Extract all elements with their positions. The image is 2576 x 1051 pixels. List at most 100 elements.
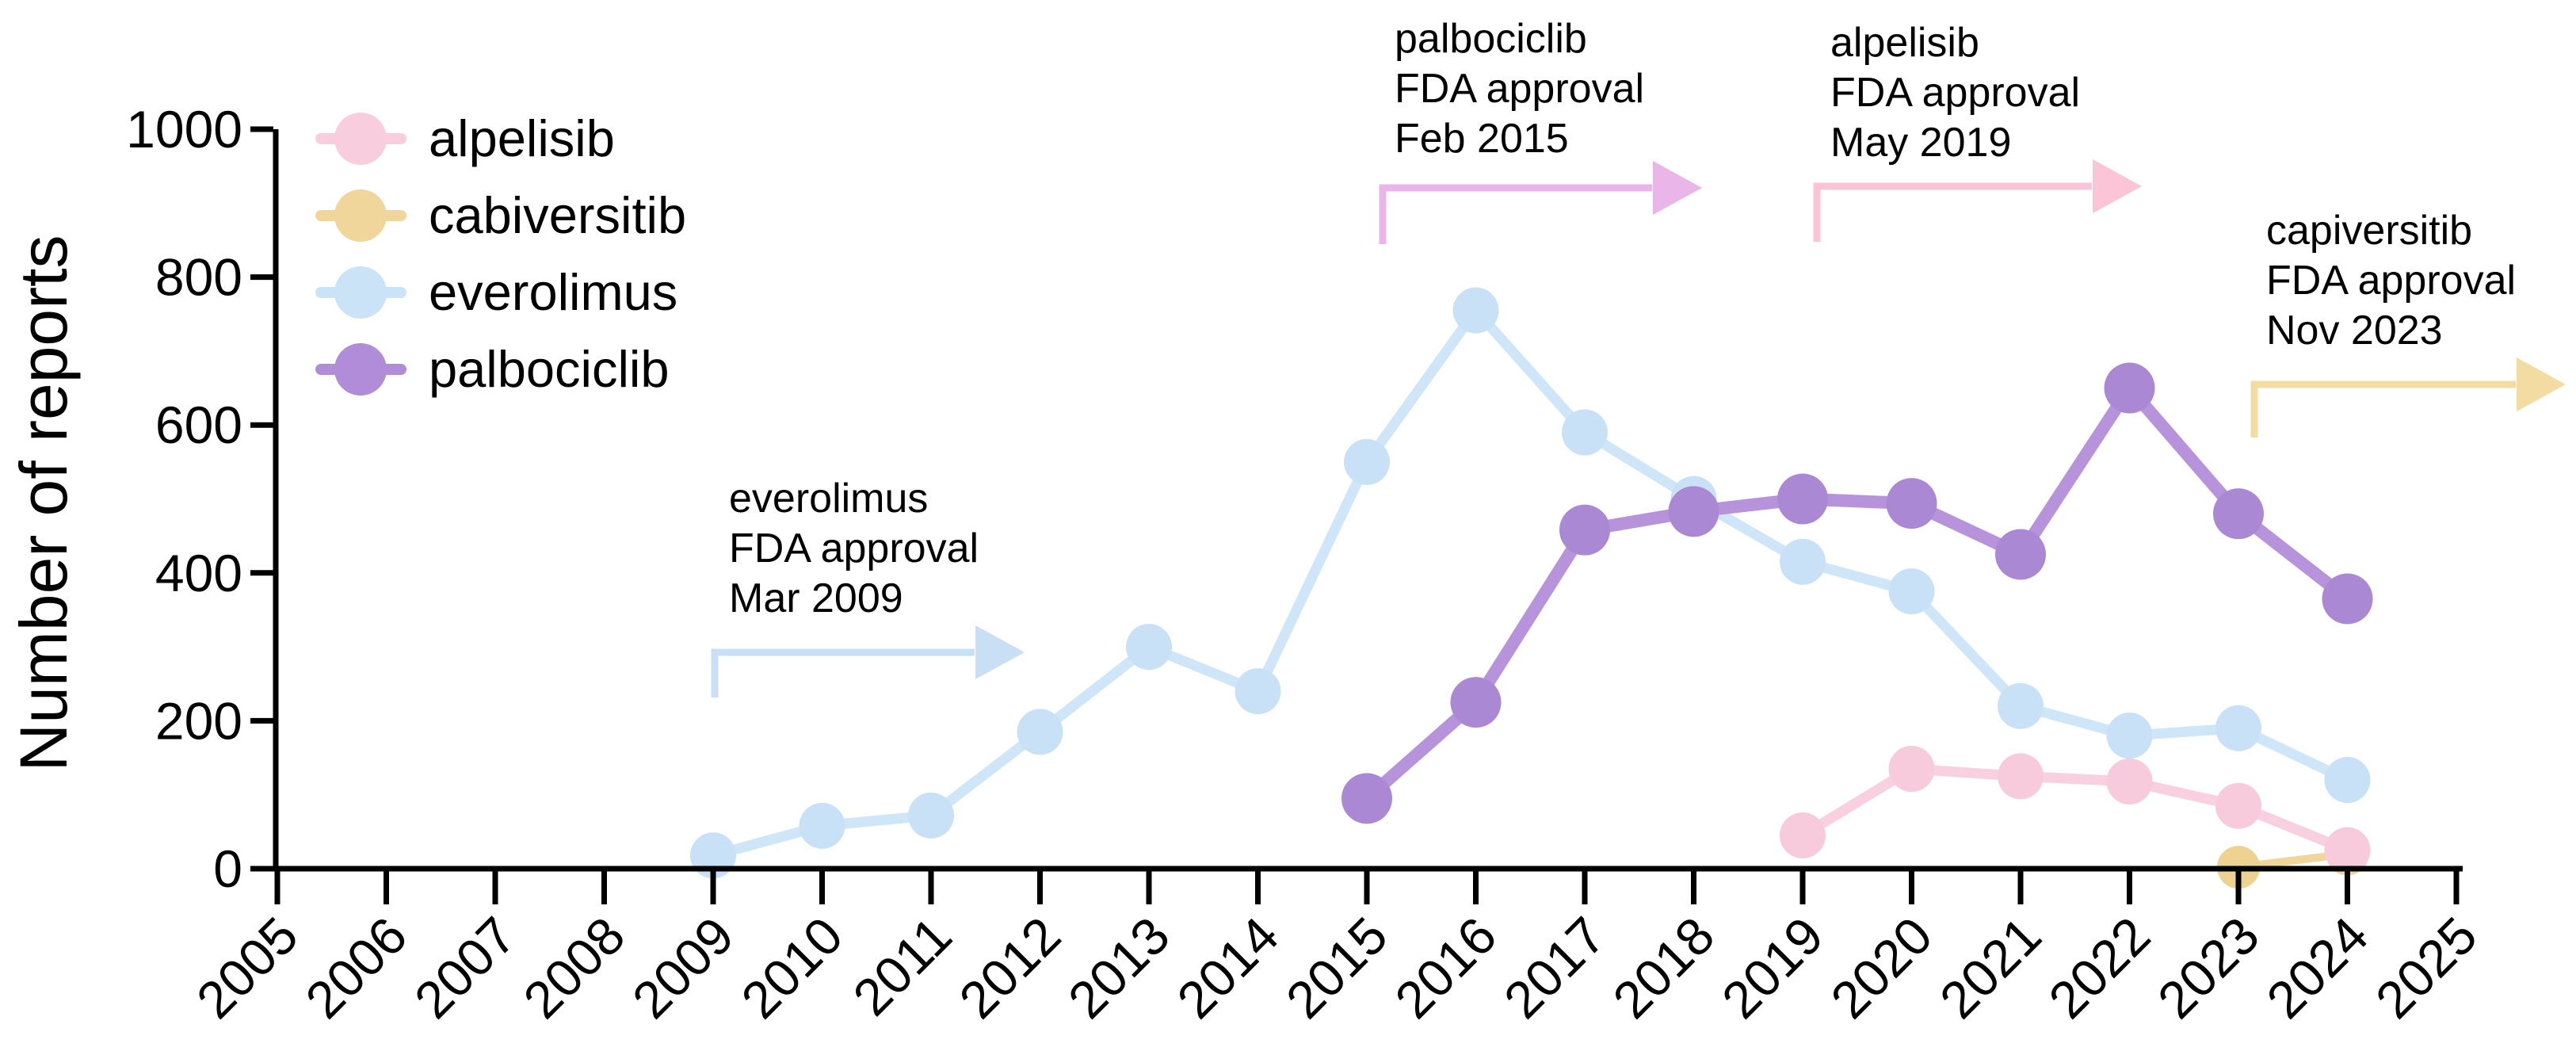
annotation-line: FDA approval — [729, 526, 979, 571]
annotation-line: everolimus — [729, 476, 929, 522]
data-point-everolimus-2022 — [2106, 713, 2153, 759]
series-layer — [690, 287, 2373, 889]
x-tick-label-2009: 2009 — [621, 906, 745, 1030]
everolimus-legend-marker-icon — [315, 266, 406, 319]
data-point-everolimus-2011 — [908, 792, 954, 839]
cabiversitib-legend-marker-icon — [315, 189, 406, 242]
data-point-alpelisib-2022 — [2106, 758, 2153, 804]
legend: alpelisib cabiversitib everolimus palboc… — [315, 100, 686, 407]
data-point-everolimus-2012 — [1017, 709, 1063, 755]
x-tick-label-2023: 2023 — [2147, 906, 2270, 1030]
series-line-palbociclib — [1361, 381, 2354, 805]
x-tick-label-2013: 2013 — [1057, 906, 1181, 1030]
data-point-alpelisib-2021 — [1998, 753, 2044, 800]
data-point-everolimus-2020 — [1888, 568, 1935, 615]
annotation-line: May 2019 — [1830, 120, 2012, 166]
annotation-line: alpelisib — [1830, 20, 1979, 66]
y-tick-label-200: 200 — [155, 691, 242, 750]
legend-label-cabiversitib: cabiversitib — [429, 186, 687, 244]
x-tick-label-2016: 2016 — [1383, 906, 1507, 1030]
data-point-palbociclib-2023 — [2213, 488, 2264, 540]
data-point-alpelisib-2024 — [2324, 827, 2371, 873]
data-point-everolimus-2023 — [2215, 705, 2261, 751]
data-point-everolimus-2017 — [1562, 409, 1608, 456]
data-point-palbociclib-2020 — [1886, 478, 1937, 529]
annotation-line: Mar 2009 — [729, 575, 903, 621]
y-tick-label-600: 600 — [155, 396, 242, 454]
data-point-palbociclib-2021 — [1995, 529, 2046, 580]
x-tick-label-2007: 2007 — [403, 906, 527, 1030]
palbociclib-legend-marker-icon — [315, 342, 406, 396]
x-tick-label-2014: 2014 — [1166, 906, 1289, 1030]
everolimus-approval-arrowhead-icon — [975, 625, 1025, 679]
data-point-everolimus-2019 — [1780, 538, 1826, 585]
data-point-everolimus-2024 — [2324, 757, 2371, 804]
legend-item-cabiversitib: cabiversitib — [315, 177, 686, 254]
y-axis-title: Number of reports — [6, 235, 81, 772]
data-point-alpelisib-2023 — [2215, 782, 2261, 829]
x-tick-label-2021: 2021 — [1929, 906, 2052, 1030]
data-point-palbociclib-2017 — [1559, 504, 1610, 556]
data-point-palbociclib-2018 — [1668, 486, 1719, 537]
data-point-alpelisib-2020 — [1888, 746, 1935, 793]
annotation-line: palbociclib — [1395, 16, 1587, 62]
capiversitib-approval-arrowhead-icon — [2517, 357, 2566, 411]
alpelisib-legend-marker-icon — [315, 112, 406, 165]
annotation-line: capiversitib — [2266, 208, 2473, 254]
x-tick-label-2005: 2005 — [185, 906, 309, 1030]
x-tick-label-2015: 2015 — [1275, 906, 1399, 1030]
x-tick-label-2022: 2022 — [2037, 906, 2161, 1030]
x-tick-label-2019: 2019 — [1711, 906, 1834, 1030]
y-tick-label-800: 800 — [155, 248, 242, 307]
annotation-capiversitib-approval: capiversitib FDA approval Nov 2023 — [2266, 206, 2516, 356]
palbociclib-approval-arrowhead-icon — [1653, 161, 1702, 215]
legend-label-palbociclib: palbociclib — [429, 340, 670, 398]
data-point-palbociclib-2019 — [1777, 473, 1828, 525]
annotation-line: Nov 2023 — [2266, 308, 2443, 354]
x-tick-label-2024: 2024 — [2255, 906, 2379, 1030]
annotation-line: FDA approval — [2266, 258, 2517, 304]
data-point-everolimus-2014 — [1235, 668, 1281, 715]
annotation-everolimus-approval: everolimus FDA approval Mar 2009 — [729, 474, 979, 624]
capiversitib-approval-arrow-icon — [2250, 380, 2516, 438]
x-tick-label-2018: 2018 — [1601, 906, 1725, 1030]
data-point-everolimus-2015 — [1344, 438, 1390, 485]
x-tick-label-2011: 2011 — [841, 906, 963, 1027]
x-tick-label-2012: 2012 — [948, 906, 1071, 1030]
annotation-alpelisib-approval: alpelisib FDA approval May 2019 — [1830, 18, 2080, 168]
annotation-line: FDA approval — [1395, 66, 1645, 112]
data-point-everolimus-2016 — [1452, 287, 1499, 334]
x-tick-label-2017: 2017 — [1493, 906, 1616, 1030]
palbociclib-approval-arrow-icon — [1379, 184, 1652, 244]
legend-label-alpelisib: alpelisib — [429, 109, 615, 167]
x-tick-label-2020: 2020 — [1819, 906, 1943, 1030]
annotation-line: FDA approval — [1830, 70, 2081, 116]
x-tick-label-2008: 2008 — [512, 906, 635, 1030]
alpelisib-approval-arrowhead-icon — [2093, 159, 2142, 213]
data-point-alpelisib-2019 — [1780, 812, 1826, 859]
data-point-palbociclib-2022 — [2104, 362, 2155, 414]
series-line-alpelisib — [1797, 763, 2353, 856]
x-tick-label-2006: 2006 — [294, 906, 418, 1030]
axes-layer — [250, 126, 2463, 904]
annotation-arrows-layer — [711, 159, 2566, 697]
annotation-line: Feb 2015 — [1395, 116, 1569, 162]
data-point-palbociclib-2016 — [1450, 677, 1502, 728]
data-point-palbociclib-2015 — [1341, 773, 1392, 824]
data-point-everolimus-2021 — [1998, 682, 2044, 729]
y-tick-label-1000: 1000 — [126, 100, 242, 159]
legend-item-everolimus: everolimus — [315, 254, 686, 331]
data-point-everolimus-2010 — [799, 802, 845, 849]
x-tick-label-2010: 2010 — [730, 906, 853, 1030]
data-point-everolimus-2013 — [1126, 624, 1172, 671]
data-point-palbociclib-2024 — [2322, 573, 2373, 625]
alpelisib-approval-arrow-icon — [1813, 182, 2092, 242]
everolimus-approval-arrow-icon — [711, 648, 975, 697]
annotation-palbociclib-approval: palbociclib FDA approval Feb 2015 — [1395, 14, 1644, 164]
legend-item-alpelisib: alpelisib — [315, 100, 686, 177]
y-tick-label-0: 0 — [213, 839, 242, 898]
y-tick-label-400: 400 — [155, 544, 242, 602]
legend-label-everolimus: everolimus — [429, 263, 678, 321]
x-tick-label-2025: 2025 — [2364, 906, 2488, 1030]
